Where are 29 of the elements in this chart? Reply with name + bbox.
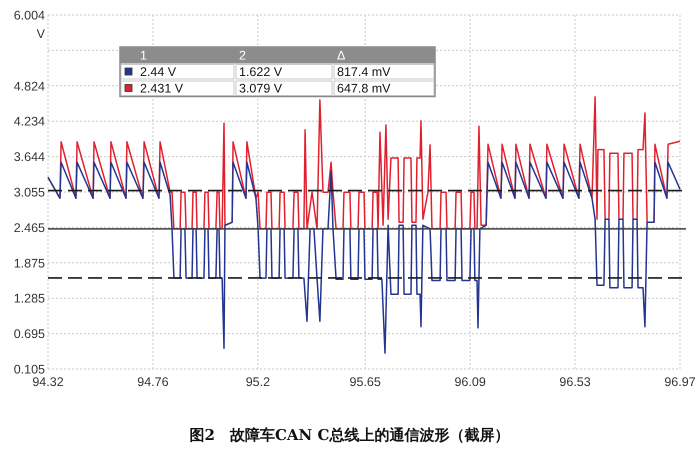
x-tick-label: 94.76 — [137, 375, 169, 389]
y-tick-label: 4.824 — [14, 79, 46, 94]
annotation: 1.622 V — [239, 65, 283, 79]
annotation: 2 — [239, 48, 246, 62]
x-tick-label: 96.09 — [454, 375, 486, 389]
text: 图2 故障车CAN C总线上的通信波形（截屏） — [190, 426, 510, 444]
annotation: 1 — [140, 48, 147, 62]
y-tick-label: 2.465 — [14, 220, 46, 235]
line-series — [47, 162, 681, 354]
annotation: Δ — [337, 48, 346, 62]
y-tick-label: 1.285 — [14, 292, 46, 306]
annotation: 647.8 mV — [337, 82, 392, 96]
y-tick-label: 3.644 — [14, 150, 46, 164]
annotation: 3.079 V — [239, 82, 283, 96]
y-tick-label: 3.055 — [14, 185, 46, 200]
x-tick-label: 95.65 — [350, 375, 381, 389]
annotation: 2.431 V — [140, 82, 184, 96]
x-tick-label: 94.32 — [32, 375, 64, 389]
annotation: 2.44 V — [140, 65, 177, 79]
x-tick-label: 96.53 — [559, 375, 591, 389]
y-tick-label: 0.105 — [14, 362, 46, 376]
annotation: 817.4 mV — [337, 65, 392, 79]
y-tick-label: 4.234 — [14, 114, 46, 129]
x-tick-label: 95.2 — [246, 375, 270, 389]
y-tick-label: 6.004 — [14, 8, 46, 22]
y-axis-title: V — [36, 27, 46, 41]
x-tick-label: 96.97 — [664, 375, 696, 389]
y-tick-label: 1.875 — [14, 256, 46, 270]
y-tick-label: 0.695 — [14, 327, 46, 342]
